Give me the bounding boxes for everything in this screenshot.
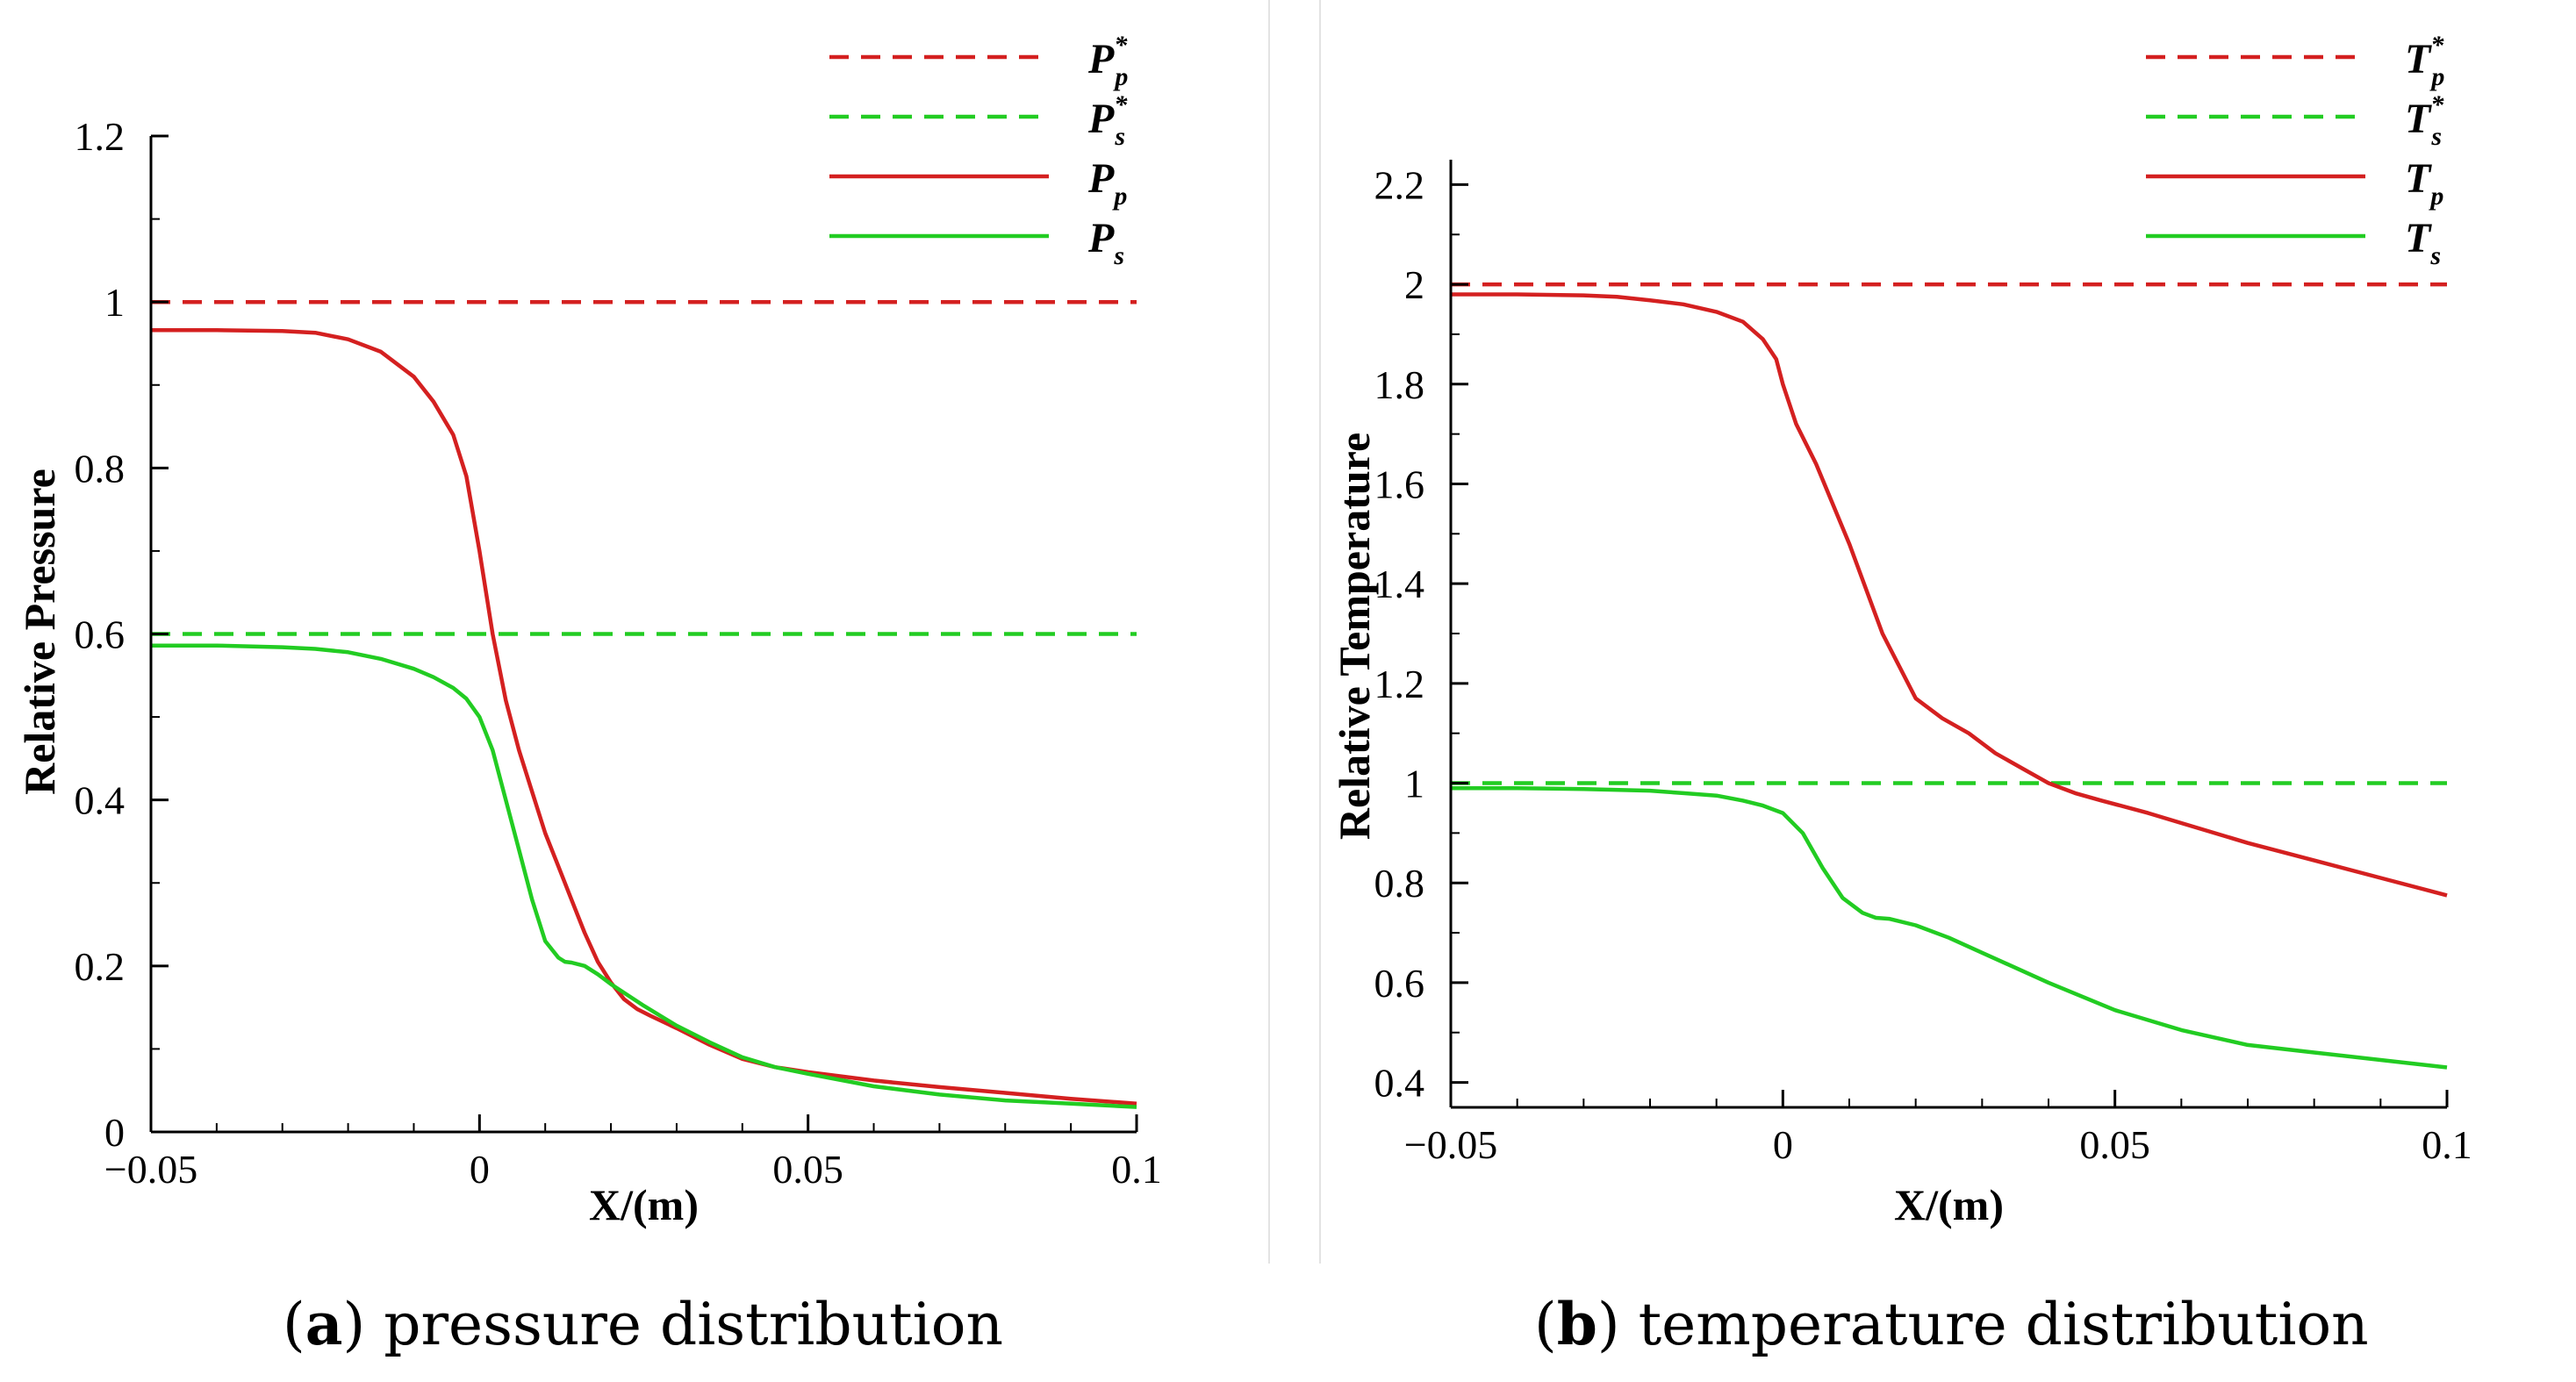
pressure-chart: −0.05 0 0.05 0.100.20.40.60.811.2X/(m)Relat…: [15, 31, 1162, 1229]
y-axis-title: Relative Temperature: [1330, 433, 1379, 840]
y-tick-label: 1.2: [1374, 662, 1425, 706]
y-tick-label: 1.8: [1374, 362, 1425, 407]
y-tick-label: 0.8: [1374, 861, 1425, 906]
y-tick-label: 2.2: [1374, 162, 1425, 207]
x-tick-label: 0.1: [2422, 1122, 2472, 1167]
caption-letter: b: [1556, 1290, 1597, 1358]
y-tick-label: 0.4: [1374, 1061, 1425, 1106]
temperature-chart: −0.05 0 0.05 0.1 0.4 0.6 0.8 1 1.2 1.4 1.6 1.8 2 2.2 X…: [1330, 31, 2472, 1229]
series-line-p_s: [151, 643, 1137, 1109]
x-tick-label: 0: [470, 1147, 490, 1192]
caption-text: temperature distribution: [1638, 1291, 2369, 1358]
series-line-t_s: [1451, 785, 2448, 1070]
series-line-t_p: [1451, 292, 2448, 898]
y-tick-label: 2: [1404, 262, 1424, 307]
x-tick-label: 0.05: [2079, 1122, 2150, 1167]
series-line-p_p: [151, 328, 1137, 1106]
chart-panel-temperature: −0.05 0 0.05 0.1 0.4 0.6 0.8 1 1.2 1.4 1.6 1.8 2 2.2 X…: [1319, 0, 2576, 1264]
y-tick-label: 0.4: [75, 778, 126, 823]
y-tick-label: 1: [104, 280, 125, 325]
legend-label: P* p: [1087, 31, 1128, 91]
x-tick-label: 0: [1773, 1122, 1793, 1167]
y-tick-label: 1: [1404, 762, 1424, 806]
caption-letter: a: [305, 1290, 343, 1358]
legend-label: P* s: [1087, 90, 1128, 151]
y-tick-label: 1.6: [1374, 462, 1425, 506]
chart-panel-pressure: −0.05 0 0.05 0.1 0 0.2 0.4 0.6 0.8 1 1.2 X/(m) Relat…: [0, 0, 1270, 1264]
y-tick-label: 0.6: [1374, 961, 1425, 1006]
x-axis-title: X/(m): [589, 1180, 699, 1229]
y-tick-label: 0.8: [75, 446, 126, 491]
x-tick-label: 0.1: [1111, 1147, 1162, 1192]
x-tick-label: −0.05: [1404, 1122, 1497, 1167]
y-tick-label: 0.2: [75, 944, 126, 989]
legend-label: Tp: [2405, 155, 2443, 211]
y-tick-label: 0.6: [75, 612, 126, 657]
y-tick-label: 0: [104, 1110, 125, 1155]
x-axis-title: X/(m): [1894, 1180, 2004, 1229]
caption-pressure: (a) pressure distribution: [283, 1290, 1003, 1358]
legend-label: Ts: [2405, 215, 2441, 270]
legend-label: Ps: [1087, 215, 1124, 270]
y-tick-label: 1.2: [75, 114, 126, 159]
legend-label: Pp: [1087, 155, 1127, 211]
caption-temperature: (b) temperature distribution: [1534, 1290, 2369, 1358]
x-tick-label: −0.05: [104, 1147, 197, 1192]
legend-label: T* p: [2405, 31, 2444, 91]
caption-text: pressure distribution: [384, 1291, 1003, 1358]
x-tick-label: 0.05: [772, 1147, 843, 1192]
legend-label: T* s: [2405, 90, 2444, 151]
y-tick-label: 1.4: [1374, 562, 1425, 606]
y-axis-title: Relative Pressure: [15, 469, 64, 795]
